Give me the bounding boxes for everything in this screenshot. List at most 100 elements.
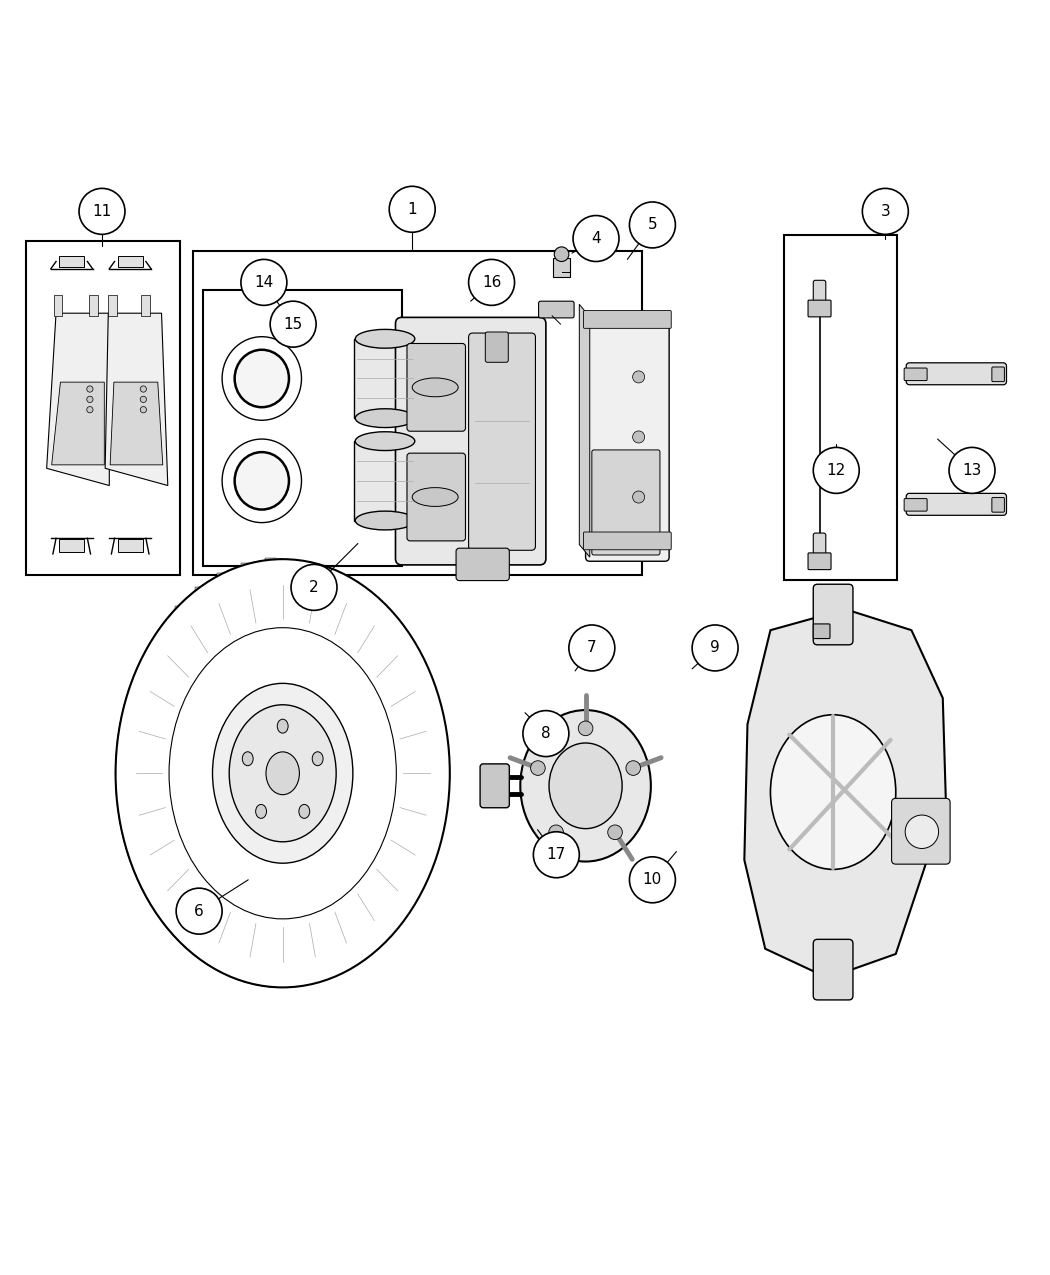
FancyBboxPatch shape bbox=[468, 333, 536, 551]
Circle shape bbox=[579, 722, 593, 736]
Circle shape bbox=[629, 857, 675, 903]
Text: 5: 5 bbox=[648, 218, 657, 232]
Circle shape bbox=[608, 825, 623, 840]
FancyBboxPatch shape bbox=[175, 606, 186, 615]
FancyBboxPatch shape bbox=[59, 256, 84, 266]
Text: 3: 3 bbox=[881, 204, 890, 219]
Ellipse shape bbox=[277, 719, 288, 733]
Circle shape bbox=[141, 397, 147, 403]
Text: 8: 8 bbox=[541, 725, 550, 741]
Text: 4: 4 bbox=[591, 231, 601, 246]
Ellipse shape bbox=[549, 743, 623, 829]
FancyBboxPatch shape bbox=[456, 548, 509, 580]
Bar bbox=[26, 241, 181, 575]
FancyBboxPatch shape bbox=[814, 280, 825, 306]
Circle shape bbox=[814, 448, 859, 493]
FancyBboxPatch shape bbox=[354, 339, 417, 418]
FancyBboxPatch shape bbox=[814, 940, 853, 1000]
Circle shape bbox=[87, 397, 93, 403]
Circle shape bbox=[554, 247, 569, 261]
Bar bbox=[193, 251, 642, 575]
FancyBboxPatch shape bbox=[354, 441, 417, 520]
Circle shape bbox=[626, 761, 640, 775]
FancyBboxPatch shape bbox=[158, 895, 168, 903]
Text: 7: 7 bbox=[587, 640, 596, 655]
Circle shape bbox=[87, 407, 93, 413]
Ellipse shape bbox=[355, 329, 415, 348]
Ellipse shape bbox=[169, 627, 396, 919]
FancyBboxPatch shape bbox=[118, 539, 143, 552]
Ellipse shape bbox=[212, 683, 353, 863]
Circle shape bbox=[632, 431, 645, 442]
FancyBboxPatch shape bbox=[175, 918, 186, 926]
Text: 14: 14 bbox=[254, 275, 273, 289]
Circle shape bbox=[530, 761, 545, 775]
FancyBboxPatch shape bbox=[407, 453, 465, 541]
Ellipse shape bbox=[524, 727, 623, 844]
FancyBboxPatch shape bbox=[814, 584, 853, 645]
Circle shape bbox=[629, 201, 675, 247]
FancyBboxPatch shape bbox=[808, 300, 831, 317]
Ellipse shape bbox=[355, 511, 415, 530]
FancyBboxPatch shape bbox=[485, 332, 508, 362]
Circle shape bbox=[390, 186, 435, 232]
FancyBboxPatch shape bbox=[407, 343, 465, 431]
Text: 6: 6 bbox=[194, 904, 204, 919]
Circle shape bbox=[573, 215, 620, 261]
FancyBboxPatch shape bbox=[240, 562, 251, 571]
FancyBboxPatch shape bbox=[584, 532, 671, 550]
Circle shape bbox=[533, 831, 580, 877]
Text: 12: 12 bbox=[826, 463, 846, 478]
Polygon shape bbox=[116, 560, 282, 987]
FancyBboxPatch shape bbox=[814, 533, 825, 558]
Circle shape bbox=[949, 448, 995, 493]
Ellipse shape bbox=[299, 805, 310, 819]
FancyBboxPatch shape bbox=[240, 961, 251, 969]
FancyBboxPatch shape bbox=[59, 539, 84, 552]
Circle shape bbox=[862, 189, 908, 235]
FancyBboxPatch shape bbox=[808, 553, 831, 570]
Circle shape bbox=[176, 889, 223, 935]
Text: 17: 17 bbox=[547, 848, 566, 862]
Ellipse shape bbox=[234, 349, 289, 407]
FancyBboxPatch shape bbox=[480, 764, 509, 808]
FancyBboxPatch shape bbox=[265, 966, 275, 974]
Ellipse shape bbox=[243, 752, 253, 766]
Polygon shape bbox=[46, 314, 109, 486]
Text: 2: 2 bbox=[309, 580, 319, 595]
FancyBboxPatch shape bbox=[158, 629, 168, 638]
Circle shape bbox=[632, 491, 645, 504]
FancyBboxPatch shape bbox=[195, 936, 206, 945]
Circle shape bbox=[240, 259, 287, 306]
FancyBboxPatch shape bbox=[904, 499, 927, 511]
Circle shape bbox=[141, 407, 147, 413]
Bar bbox=[54, 296, 62, 316]
FancyBboxPatch shape bbox=[592, 450, 660, 555]
FancyBboxPatch shape bbox=[143, 868, 153, 877]
Bar bbox=[142, 296, 150, 316]
FancyBboxPatch shape bbox=[992, 367, 1005, 381]
FancyBboxPatch shape bbox=[584, 311, 671, 329]
FancyBboxPatch shape bbox=[124, 714, 134, 723]
Polygon shape bbox=[105, 314, 168, 486]
Circle shape bbox=[291, 565, 337, 611]
Circle shape bbox=[549, 825, 564, 840]
FancyBboxPatch shape bbox=[396, 317, 546, 565]
FancyBboxPatch shape bbox=[992, 497, 1005, 513]
FancyBboxPatch shape bbox=[217, 572, 228, 581]
FancyBboxPatch shape bbox=[904, 368, 927, 380]
Text: 9: 9 bbox=[710, 640, 720, 655]
FancyBboxPatch shape bbox=[217, 951, 228, 959]
FancyBboxPatch shape bbox=[143, 655, 153, 663]
Ellipse shape bbox=[413, 377, 458, 397]
Circle shape bbox=[905, 815, 939, 848]
Circle shape bbox=[87, 386, 93, 393]
Bar bbox=[204, 289, 402, 566]
Ellipse shape bbox=[355, 432, 415, 450]
Text: 16: 16 bbox=[482, 275, 501, 289]
Bar bbox=[784, 236, 897, 580]
FancyBboxPatch shape bbox=[131, 840, 142, 848]
FancyBboxPatch shape bbox=[131, 683, 142, 692]
FancyBboxPatch shape bbox=[553, 259, 570, 277]
FancyBboxPatch shape bbox=[814, 623, 830, 639]
